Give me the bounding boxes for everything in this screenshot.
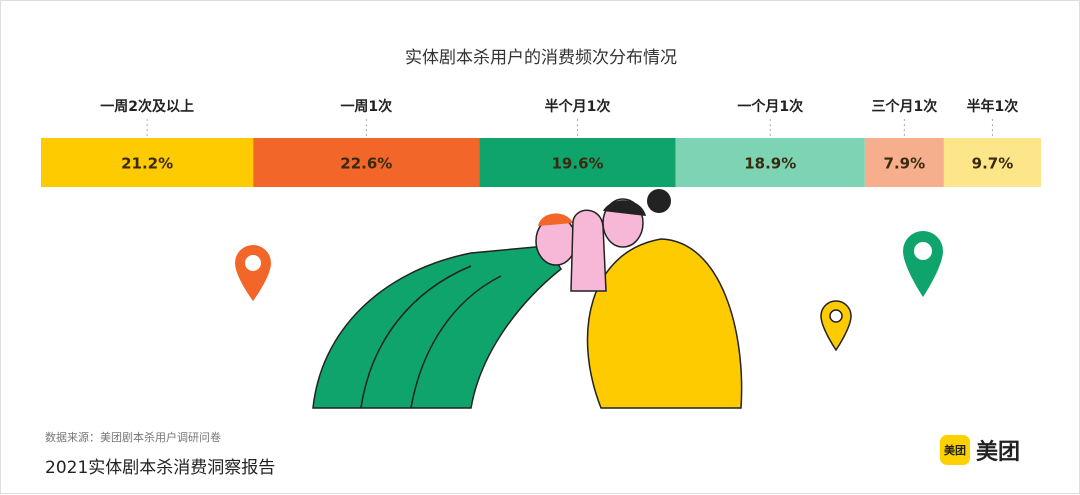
data-label: 22.6% (340, 155, 392, 173)
person-green (312, 213, 577, 409)
report-title: 2021实体剧本杀消费洞察报告 (45, 458, 276, 478)
meituan-logo: 美团 美团 (940, 434, 1020, 466)
category-label: 一周1次 (340, 98, 392, 115)
bar-segment (943, 138, 1041, 187)
category-label: 一个月1次 (737, 98, 803, 115)
chart-title: 实体剧本杀用户的消费频次分布情况 (405, 48, 677, 68)
category-label: 一周2次及以上 (100, 98, 194, 115)
category-label: 半个月1次 (545, 98, 611, 115)
person-yellow (570, 189, 743, 409)
map-pin-icon (903, 231, 943, 297)
map-pin-icon (820, 300, 852, 352)
bar-segment (864, 138, 944, 187)
bar-segment (253, 138, 480, 187)
data-label: 7.9% (884, 155, 926, 173)
logo-badge: 美团 (940, 435, 970, 465)
data-source: 数据来源：美团剧本杀用户调研问卷 (45, 431, 221, 444)
map-pin-icon (235, 245, 271, 301)
category-label: 三个月1次 (871, 98, 937, 115)
logo-text: 美团 (976, 440, 1021, 465)
bar-segment (675, 138, 865, 187)
data-label: 18.9% (744, 155, 796, 173)
illustration (235, 189, 943, 409)
data-label: 21.2% (121, 155, 173, 173)
data-label: 19.6% (552, 155, 604, 173)
category-label: 半年1次 (967, 98, 1019, 115)
data-label: 9.7% (972, 155, 1014, 173)
bar-segment (479, 138, 676, 187)
bar-segment (41, 138, 254, 187)
